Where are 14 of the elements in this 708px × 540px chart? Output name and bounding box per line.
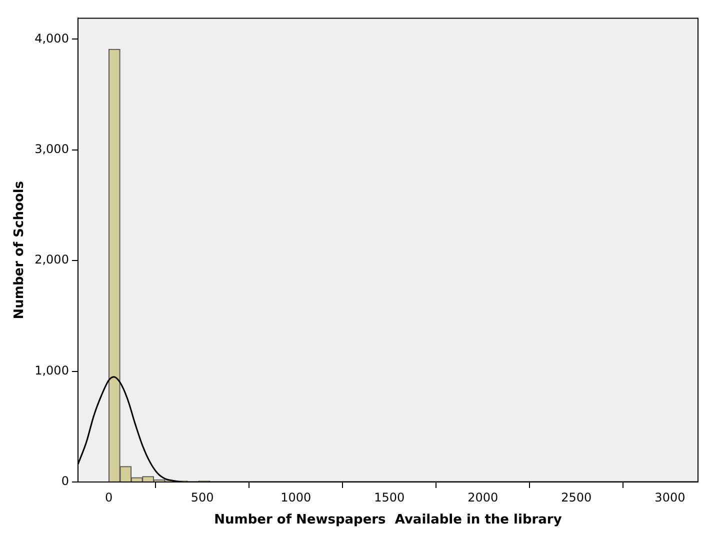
x-tick-label: 2000 bbox=[468, 490, 498, 504]
y-tick-label: 2,000 bbox=[34, 252, 69, 267]
y-tick-label: 1,000 bbox=[34, 363, 69, 378]
x-tick-label: 0 bbox=[104, 490, 113, 504]
y-tick-label: 4,000 bbox=[34, 31, 69, 46]
y-tick-label: 0 bbox=[61, 474, 69, 488]
x-tick-label: 1500 bbox=[374, 490, 405, 504]
x-axis-title: Number of Newspapers Available in the library bbox=[214, 512, 562, 528]
x-tick-label: 500 bbox=[190, 490, 214, 504]
x-tick-label: 1000 bbox=[280, 490, 312, 504]
y-tick-label: 3,000 bbox=[34, 142, 69, 156]
x-tick-label: 2500 bbox=[561, 490, 592, 504]
y-axis-title: Number of Schools bbox=[12, 180, 28, 320]
x-tick-label: 3000 bbox=[654, 490, 686, 504]
